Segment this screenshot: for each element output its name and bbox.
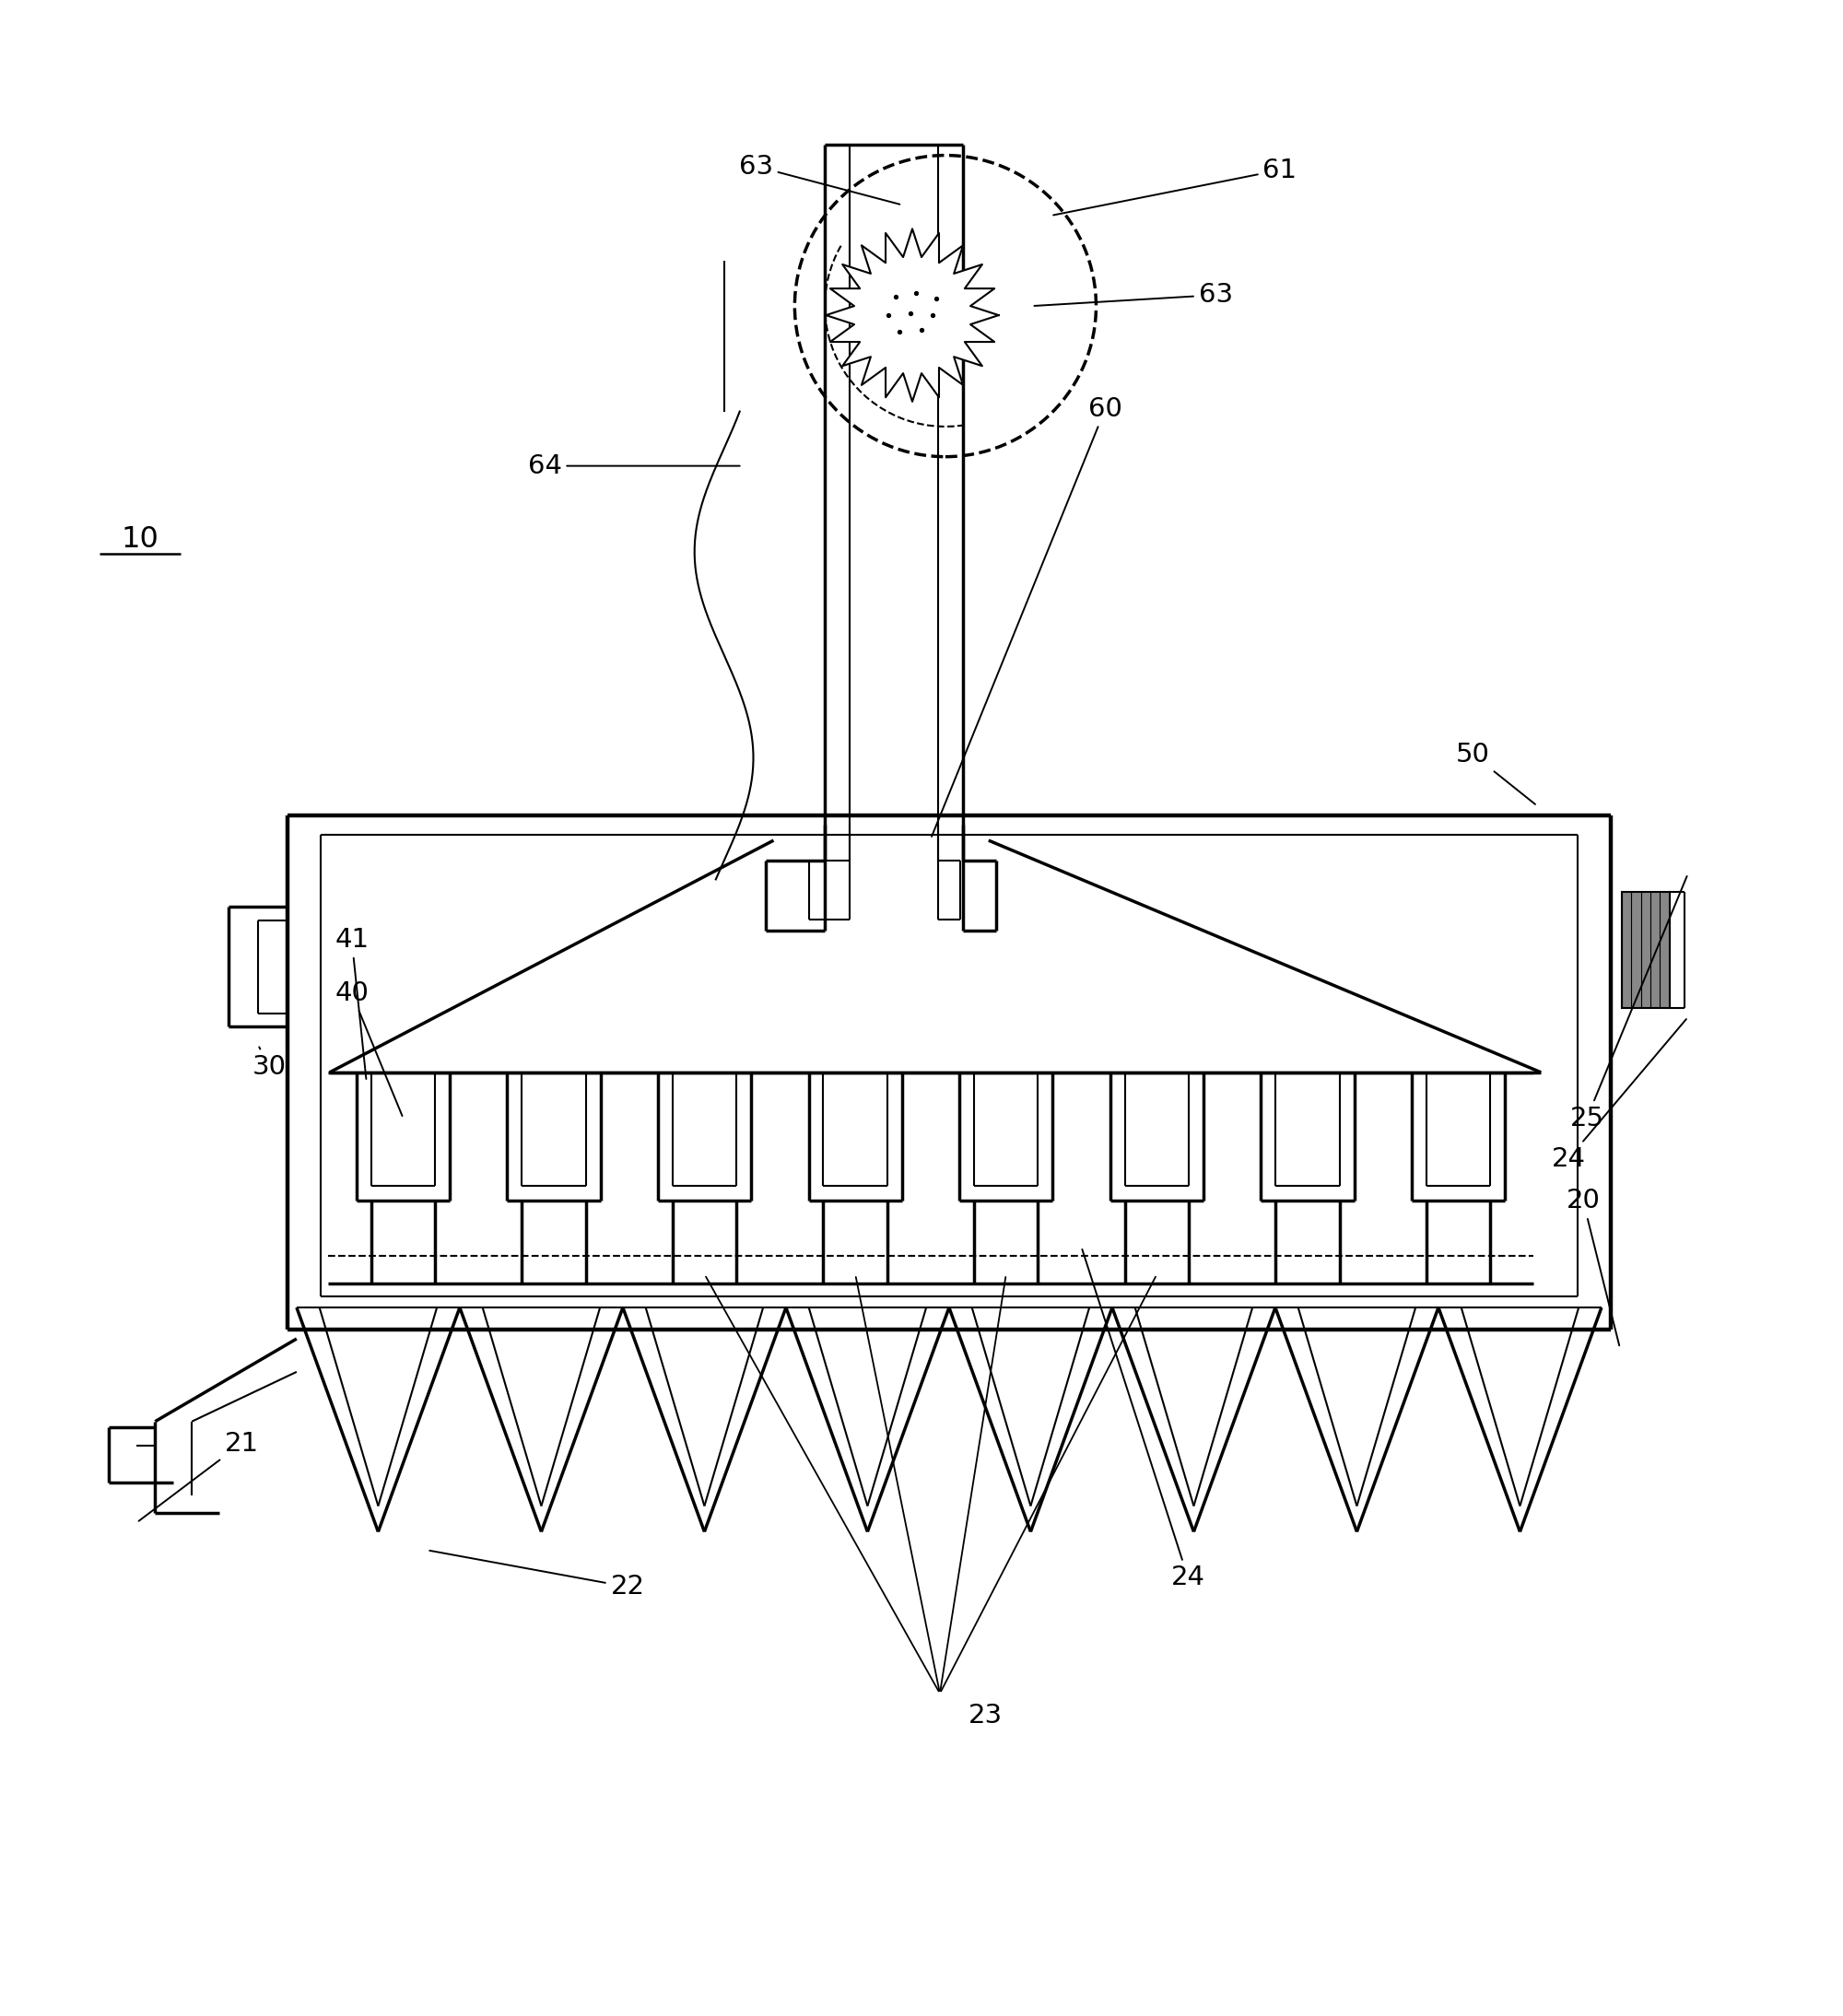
Text: 25: 25: [1570, 877, 1686, 1131]
Text: 50: 50: [1456, 742, 1535, 804]
Text: 41: 41: [335, 927, 369, 1079]
Text: 63: 63: [739, 153, 899, 204]
Text: 10: 10: [122, 524, 158, 554]
Text: 22: 22: [429, 1550, 645, 1601]
Text: 21: 21: [138, 1431, 258, 1520]
Text: 23: 23: [969, 1704, 1003, 1728]
Text: 64: 64: [527, 454, 739, 478]
Text: 40: 40: [335, 980, 402, 1117]
Text: 24: 24: [1082, 1250, 1205, 1591]
Text: 61: 61: [1054, 157, 1297, 216]
Text: 20: 20: [1567, 1187, 1620, 1345]
Polygon shape: [826, 230, 999, 401]
Text: 24: 24: [1552, 1020, 1686, 1171]
Text: 63: 63: [1034, 282, 1233, 308]
Text: 60: 60: [933, 395, 1122, 837]
Bar: [1622, 893, 1670, 1008]
Text: 30: 30: [252, 1046, 286, 1081]
